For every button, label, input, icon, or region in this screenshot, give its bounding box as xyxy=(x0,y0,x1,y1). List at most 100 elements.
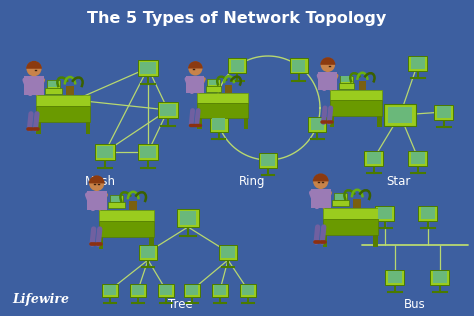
Bar xyxy=(99,221,154,237)
Bar xyxy=(330,100,382,116)
Bar xyxy=(47,80,60,88)
Bar xyxy=(180,211,196,225)
Bar xyxy=(108,203,125,209)
Bar xyxy=(323,219,378,235)
Text: Bus: Bus xyxy=(404,298,426,311)
Wedge shape xyxy=(26,61,42,69)
Bar xyxy=(36,95,90,106)
Bar xyxy=(384,104,416,126)
Bar xyxy=(110,195,123,203)
Bar xyxy=(219,245,237,259)
Bar xyxy=(359,81,366,90)
Text: Ring: Ring xyxy=(239,175,265,188)
Bar xyxy=(341,76,352,82)
Bar xyxy=(214,285,226,295)
Bar xyxy=(433,271,447,283)
Text: Star: Star xyxy=(386,175,410,188)
Bar xyxy=(184,283,200,296)
Bar xyxy=(230,60,244,72)
Bar xyxy=(177,209,199,227)
Bar xyxy=(323,235,328,247)
Bar xyxy=(388,107,412,123)
Bar xyxy=(375,205,394,221)
Bar xyxy=(149,237,154,249)
Bar xyxy=(421,207,435,219)
Wedge shape xyxy=(89,175,105,183)
Bar xyxy=(141,246,155,258)
Text: The 5 Types of Network Topology: The 5 Types of Network Topology xyxy=(87,10,387,26)
Bar xyxy=(212,283,228,296)
Bar xyxy=(385,270,404,284)
Bar xyxy=(111,196,122,202)
Bar xyxy=(290,58,308,73)
Bar xyxy=(104,285,116,295)
Bar xyxy=(365,150,383,166)
Bar xyxy=(66,86,74,95)
Bar xyxy=(330,90,382,100)
Bar xyxy=(86,122,90,134)
Bar xyxy=(411,152,425,164)
Wedge shape xyxy=(320,57,336,65)
Circle shape xyxy=(89,176,104,191)
Bar xyxy=(138,60,158,76)
Bar xyxy=(221,246,235,258)
Bar xyxy=(132,285,144,295)
Bar xyxy=(259,153,277,167)
Bar xyxy=(158,283,174,296)
Bar xyxy=(129,201,137,210)
Circle shape xyxy=(27,61,42,76)
Bar xyxy=(87,191,107,210)
Bar xyxy=(292,60,305,72)
Text: Tree: Tree xyxy=(168,298,192,311)
Bar xyxy=(139,245,157,259)
Bar xyxy=(208,79,220,86)
Bar xyxy=(212,118,225,130)
Bar xyxy=(409,150,428,166)
Bar xyxy=(378,207,392,219)
Bar xyxy=(160,285,172,295)
Bar xyxy=(99,237,103,249)
Bar xyxy=(309,117,327,131)
Bar xyxy=(228,58,246,73)
Bar xyxy=(102,283,118,296)
Bar xyxy=(36,122,41,134)
Bar xyxy=(388,271,402,283)
Bar xyxy=(373,235,378,247)
Bar xyxy=(226,85,233,93)
Bar xyxy=(186,285,198,295)
Bar xyxy=(138,144,158,160)
Bar xyxy=(242,285,254,295)
Bar xyxy=(411,57,425,69)
Bar xyxy=(186,76,204,93)
Bar xyxy=(210,117,228,131)
Bar xyxy=(240,283,256,296)
Bar xyxy=(437,106,451,118)
Bar xyxy=(261,154,275,166)
Bar xyxy=(130,283,146,296)
Bar xyxy=(367,152,381,164)
Bar xyxy=(36,106,90,122)
Bar xyxy=(244,118,248,129)
Bar xyxy=(310,118,324,130)
Bar xyxy=(97,146,113,158)
Bar xyxy=(419,205,438,221)
Bar xyxy=(377,116,382,127)
Bar xyxy=(197,103,248,118)
Bar xyxy=(45,88,62,94)
Bar xyxy=(340,76,353,83)
Bar xyxy=(311,189,330,208)
Wedge shape xyxy=(188,61,203,69)
Bar xyxy=(48,81,59,87)
Bar xyxy=(209,80,219,85)
Bar xyxy=(160,104,175,116)
Bar xyxy=(435,105,454,119)
Circle shape xyxy=(188,62,202,76)
Bar xyxy=(430,270,449,284)
Bar xyxy=(319,72,337,90)
Bar xyxy=(330,116,334,127)
Bar xyxy=(338,83,355,88)
Bar xyxy=(24,76,44,95)
Bar xyxy=(335,194,346,200)
Circle shape xyxy=(320,58,335,72)
Bar xyxy=(206,86,221,92)
